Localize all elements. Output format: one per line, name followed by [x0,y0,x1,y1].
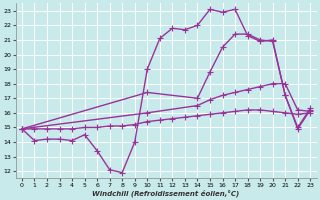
X-axis label: Windchill (Refroidissement éolien,°C): Windchill (Refroidissement éolien,°C) [92,189,240,197]
